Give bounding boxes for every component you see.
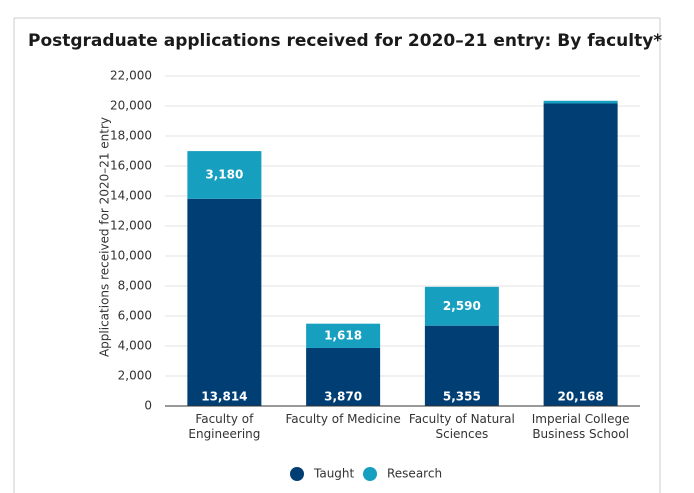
bar-segment [424, 325, 499, 406]
x-tick-label: Faculty of Engineering [188, 412, 261, 441]
y-tick-label: 4,000 [118, 339, 152, 353]
legend-label: Taught [313, 467, 355, 481]
value-label: 5,355 [443, 390, 481, 404]
value-label: 2,590 [443, 299, 481, 313]
y-tick-label: 18,000 [110, 129, 152, 143]
y-tick-label: 16,000 [110, 159, 152, 173]
y-tick-label: 2,000 [118, 369, 152, 383]
bar-segment [543, 103, 618, 406]
y-tick-label: 20,000 [110, 99, 152, 113]
bar-segment [187, 198, 262, 406]
value-label: 3,870 [324, 390, 362, 404]
bar-segment [187, 151, 262, 199]
y-tick-label: 8,000 [118, 279, 152, 293]
x-tick-label: Imperial College Business School [531, 412, 630, 441]
x-tick-label: Faculty of Medicine [285, 412, 401, 426]
bar-segment [306, 323, 381, 348]
y-tick-label: 14,000 [110, 189, 152, 203]
bar-segment [306, 347, 381, 406]
y-tick-label: 22,000 [110, 69, 152, 83]
x-tick-label: Faculty of Natural Sciences [408, 412, 515, 441]
value-label: 1,618 [324, 328, 362, 342]
y-tick-label: 10,000 [110, 249, 152, 263]
value-label: 20,168 [557, 390, 603, 404]
y-axis-title: Applications received for 2020–21 entry [98, 117, 112, 357]
y-tick-label: 0 [144, 399, 152, 413]
legend-marker [290, 467, 304, 481]
value-label: 13,814 [201, 390, 247, 404]
chart-title: Postgraduate applications received for 2… [28, 31, 663, 51]
y-tick-label: 12,000 [110, 219, 152, 233]
y-tick-label: 6,000 [118, 309, 152, 323]
legend-label: Research [387, 467, 442, 481]
legend-marker [363, 467, 377, 481]
bar-segment [543, 100, 618, 104]
bar-segment [424, 286, 499, 326]
value-label: 3,180 [205, 167, 243, 181]
